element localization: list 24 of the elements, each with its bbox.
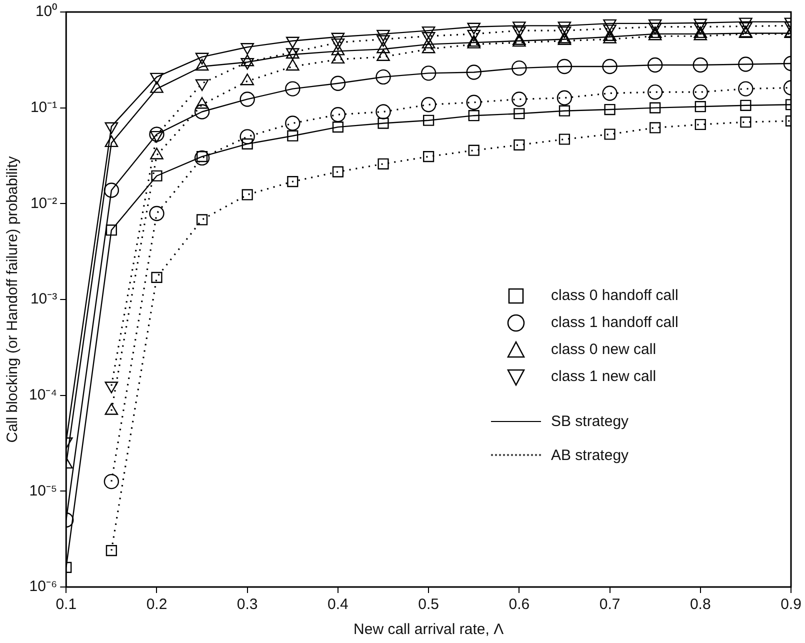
y-tick-label: 10⁻³: [30, 290, 58, 308]
x-tick-label: 0.8: [690, 596, 711, 614]
x-tick-label: 0.1: [56, 596, 77, 614]
legend-label: class 0 handoff call: [551, 287, 678, 304]
y-tick-label: 10⁻¹: [30, 98, 58, 116]
x-tick-label: 0.6: [508, 596, 530, 614]
y-axis-title: Call blocking (or Handoff failure) probability: [4, 156, 22, 443]
y-tick-label: 10⁻⁴: [28, 386, 58, 404]
y-tick-label: 10⁻⁶: [29, 578, 58, 596]
x-tick-label: 0.3: [236, 596, 258, 614]
legend-label: class 0 new call: [551, 341, 656, 358]
annotation: AB strategy: [551, 446, 629, 464]
x-tick-label: 0.4: [328, 596, 348, 614]
y-tick-label: 10⁻²: [30, 194, 58, 212]
x-tick-label: 0.7: [599, 596, 620, 614]
x-axis-title: New call arrival rate, Λ: [354, 621, 504, 638]
x-tick-label: 0.5: [418, 596, 439, 614]
y-tick-label: 10⁰: [35, 3, 58, 20]
x-tick-label: 0.9: [780, 596, 802, 614]
annotation: SB strategy: [551, 412, 629, 430]
legend-label: class 1 handoff call: [551, 314, 678, 332]
legend-label: class 1 new call: [551, 368, 656, 386]
y-tick-label: 10⁻⁵: [29, 482, 58, 500]
x-tick-label: 0.2: [146, 596, 168, 614]
